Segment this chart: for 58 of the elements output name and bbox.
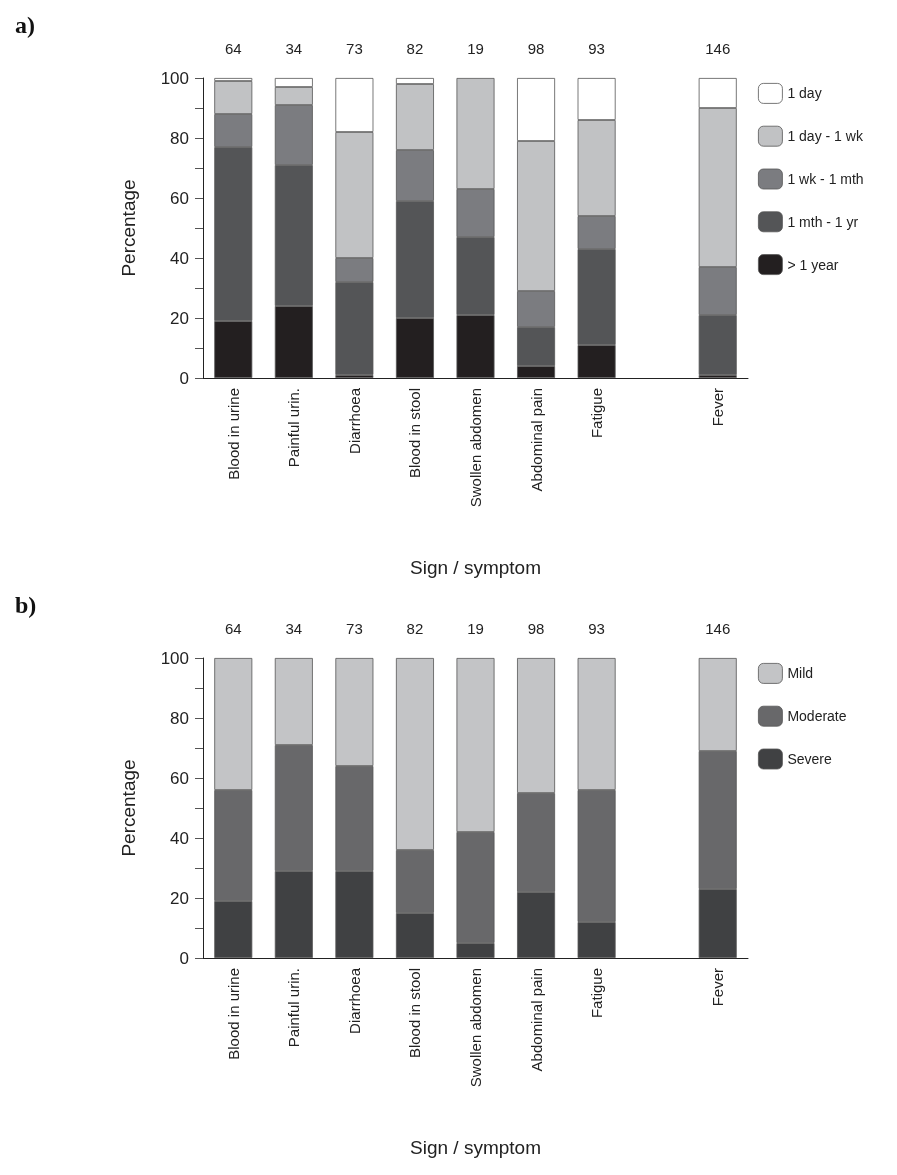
- text: 64: [224, 39, 242, 57]
- legend-label: 1 day: [787, 85, 822, 102]
- x-tick-label: Painful urin.: [285, 388, 303, 468]
- x-tick-label: Fever: [709, 968, 727, 1007]
- legend-label: 1 wk - 1 mth: [787, 171, 864, 187]
- x-tick-label: Fever: [709, 388, 727, 427]
- text: 82: [406, 619, 424, 637]
- x-tick-label: Swollen abdomen: [467, 388, 484, 508]
- x-tick-label: Blood in urine: [224, 968, 242, 1060]
- y-tick-label: 0: [179, 948, 189, 968]
- y-tick-label: 60: [170, 188, 189, 208]
- text: 93: [588, 619, 605, 637]
- legend-label: Mild: [787, 665, 814, 682]
- text: 98: [527, 619, 545, 637]
- legend-label: Severe: [787, 751, 832, 767]
- x-tick-label: Painful urin.: [285, 968, 303, 1048]
- y-axis-title: Percentage: [118, 759, 139, 857]
- text: 146: [705, 619, 731, 637]
- text: 82: [406, 39, 424, 57]
- x-tick-label: Swollen abdomen: [467, 968, 484, 1088]
- x-tick-label: Blood in stool: [406, 968, 424, 1059]
- chart-title: a): [15, 12, 35, 38]
- x-tick-label: Blood in stool: [406, 388, 424, 479]
- legend-label: 1 mth - 1 yr: [787, 213, 859, 230]
- y-tick-label: 20: [170, 888, 189, 908]
- legend-label: > 1 year: [787, 256, 839, 273]
- text: 19: [467, 39, 484, 57]
- legend-label: 1 day - 1 wk: [787, 128, 864, 145]
- y-tick-label: 100: [160, 68, 189, 88]
- x-tick-label: Abdominal pain: [527, 968, 545, 1072]
- x-tick-label: Abdominal pain: [527, 388, 545, 492]
- legend-label: Moderate: [787, 708, 847, 725]
- x-tick-label: Diarrhoea: [345, 387, 363, 454]
- text: 34: [285, 619, 303, 637]
- text: 73: [346, 39, 363, 57]
- y-tick-label: 0: [179, 368, 189, 388]
- x-tick-label: Fatigue: [588, 388, 606, 439]
- text: 98: [527, 39, 545, 57]
- text: 34: [285, 39, 303, 57]
- y-tick-label: 40: [170, 828, 189, 848]
- y-tick-label: 20: [170, 308, 189, 328]
- y-tick-label: 100: [160, 648, 189, 668]
- text: 93: [588, 39, 605, 57]
- x-tick-label: Diarrhoea: [345, 967, 363, 1034]
- x-axis-title: Sign / symptom: [410, 1137, 541, 1158]
- y-tick-label: 40: [170, 248, 189, 268]
- y-tick-label: 60: [170, 768, 189, 788]
- text: 19: [467, 619, 484, 637]
- text: 64: [224, 619, 242, 637]
- x-axis-title: Sign / symptom: [410, 557, 541, 578]
- text: 146: [705, 39, 731, 57]
- x-tick-label: Fatigue: [588, 968, 606, 1019]
- text: 73: [346, 619, 363, 637]
- y-tick-label: 80: [170, 128, 189, 148]
- y-axis-title: Percentage: [118, 179, 139, 277]
- y-tick-label: 80: [170, 708, 189, 728]
- x-tick-label: Blood in urine: [224, 388, 242, 480]
- chart-title: b): [15, 592, 37, 618]
